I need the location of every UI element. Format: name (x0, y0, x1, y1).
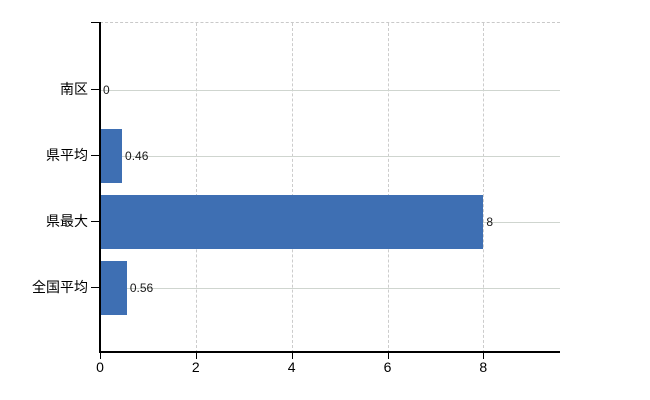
x-axis-tick (387, 353, 389, 359)
category-label: 全国平均 (32, 279, 88, 295)
horizontal-gridline (100, 288, 560, 289)
y-axis-tick (91, 89, 99, 90)
y-axis-tick (91, 287, 99, 288)
y-axis-tick (91, 155, 99, 156)
vertical-gridline (195, 23, 197, 353)
bar-県最大 (100, 195, 484, 249)
bar-全国平均 (100, 261, 127, 315)
x-axis-tick (483, 353, 485, 359)
horizontal-gridline (100, 90, 560, 91)
plot-area: 0 0.46 8 0.56 (100, 22, 560, 353)
vertical-gridline (291, 23, 293, 353)
x-axis-tick-label: 4 (287, 359, 296, 375)
vertical-gridline (483, 23, 485, 353)
x-axis-tick (100, 353, 101, 359)
x-axis-line (99, 351, 560, 353)
y-axis-line (99, 22, 101, 352)
x-axis-tick-label: 8 (479, 359, 488, 375)
category-label: 県最大 (46, 213, 88, 229)
category-label: 南区 (60, 81, 88, 97)
x-axis-tick (291, 353, 293, 359)
horizontal-gridline (100, 156, 560, 157)
data-label: 0.56 (129, 281, 154, 295)
y-axis-tick (91, 221, 99, 222)
x-axis-tick (195, 353, 197, 359)
x-axis-tick-label: 2 (191, 359, 200, 375)
category-label: 県平均 (46, 147, 88, 163)
bar-県平均 (100, 129, 123, 183)
vertical-gridline (387, 23, 389, 353)
x-axis-tick-label: 0 (96, 359, 104, 375)
data-label: 0 (103, 83, 110, 97)
data-label: 8 (486, 215, 494, 229)
data-label: 0.46 (125, 149, 149, 163)
x-axis-tick-label: 6 (383, 359, 392, 375)
y-axis-tick (91, 22, 99, 23)
